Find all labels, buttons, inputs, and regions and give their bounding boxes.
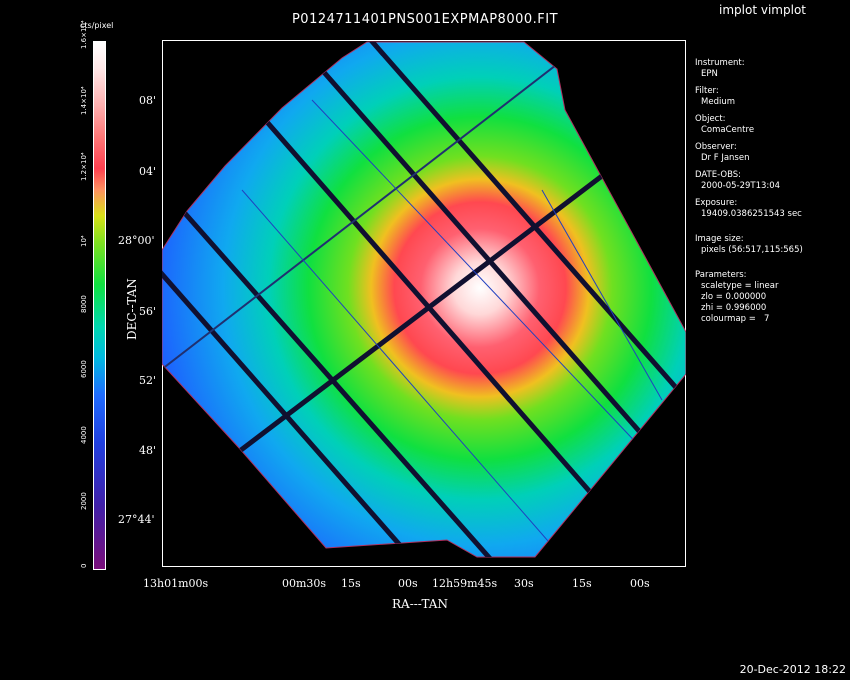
- x-tick-label: 13h01m00s: [143, 577, 209, 590]
- observer-value: Dr F Jansen: [701, 153, 750, 163]
- y-tick-label: 52': [139, 374, 157, 387]
- param-zhi: zhi = 0.996000: [701, 303, 767, 313]
- colorbar-unit: cts/pixel: [80, 21, 114, 30]
- instrument-label: Instrument:: [695, 58, 745, 68]
- y-tick-label: 28°00': [118, 234, 155, 247]
- colorbar-tick-label: 10⁴: [80, 234, 88, 247]
- exposure-label: Exposure:: [695, 198, 738, 208]
- instrument-value: EPN: [701, 69, 718, 79]
- x-tick-label: 30s: [514, 577, 534, 590]
- info-panel: Instrument: EPN Filter: Medium Object: Coma…: [695, 58, 845, 331]
- app-label: implot vimplot: [719, 3, 806, 17]
- imagesize-value: pixels (56:517,115:565): [701, 245, 803, 255]
- x-tick-label: 15s: [572, 577, 592, 590]
- colorbar-tick-label: 0: [80, 563, 88, 568]
- param-cmap: colourmap = 7: [701, 314, 770, 324]
- x-tick-label: 00s: [398, 577, 418, 590]
- colorbar-tick-label: 8000: [80, 294, 88, 313]
- exposure-value: 19409.0386251543 sec: [701, 209, 802, 219]
- filter-label: Filter:: [695, 86, 719, 96]
- filter-value: Medium: [701, 97, 735, 107]
- colorbar-tick-label: 1.2×10⁴: [80, 152, 88, 181]
- y-tick-label: 04': [139, 165, 157, 178]
- y-tick-label: 08': [139, 94, 157, 107]
- colorbar-tick-label: 1.4×10⁴: [80, 86, 88, 115]
- image-title: P0124711401PNS001EXPMAP8000.FIT: [291, 12, 559, 27]
- exposure-map[interactable]: [162, 40, 686, 567]
- y-tick-label: 48': [139, 444, 157, 457]
- param-zlo: zlo = 0.000000: [701, 292, 767, 302]
- colorbar-tick-label: 6000: [80, 360, 88, 379]
- date-label: DATE-OBS:: [695, 170, 742, 180]
- imagesize-label: Image size:: [695, 234, 744, 244]
- observer-label: Observer:: [695, 142, 737, 152]
- x-tick-label: 00s: [630, 577, 650, 590]
- params-label: Parameters:: [695, 270, 747, 280]
- y-tick-label: 56': [139, 305, 157, 318]
- date-value: 2000-05-29T13:04: [701, 181, 781, 191]
- x-axis-title: RA---TAN: [392, 597, 448, 611]
- x-tick-label: 12h59m45s: [432, 577, 498, 590]
- y-axis-title: DEC--TAN: [125, 278, 139, 340]
- x-tick-label: 15s: [341, 577, 361, 590]
- object-value: ComaCentre: [701, 125, 755, 135]
- object-label: Object:: [695, 114, 726, 124]
- colorbar-tick-label: 4000: [80, 426, 88, 445]
- param-scale: scaletype = linear: [701, 281, 779, 291]
- y-tick-label: 27°44': [118, 513, 155, 526]
- colorbar: [93, 41, 106, 570]
- x-tick-label: 00m30s: [282, 577, 327, 590]
- colorbar-tick-label: 1.6×10⁴: [80, 20, 88, 49]
- colorbar-tick-label: 2000: [80, 492, 88, 511]
- timestamp: 20-Dec-2012 18:22: [739, 663, 846, 676]
